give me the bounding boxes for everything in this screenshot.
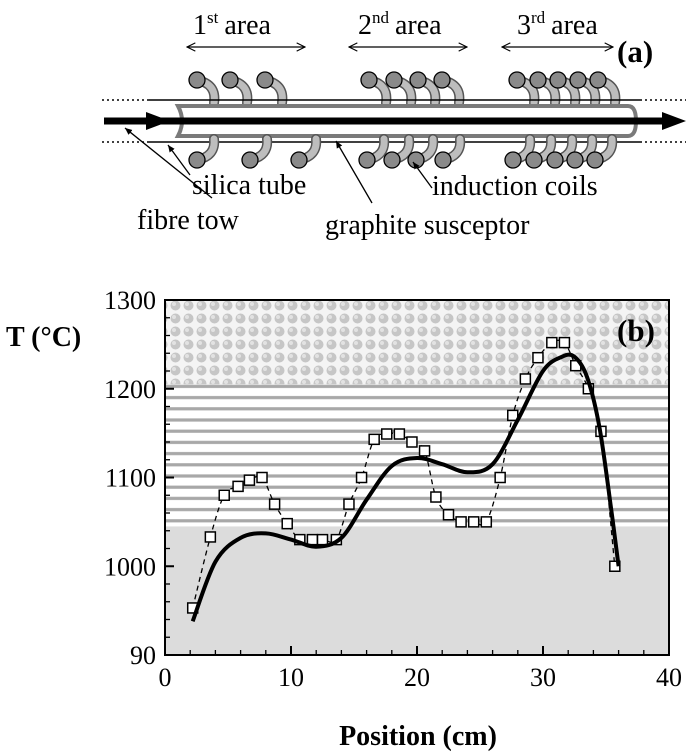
plot-frame xyxy=(164,299,670,656)
fibre-tow-label: fibre tow xyxy=(137,205,240,236)
data-point-square xyxy=(558,336,571,349)
y-tick-label: 1300 xyxy=(104,286,156,315)
data-point-square xyxy=(232,480,244,493)
coil-turn-bottom xyxy=(586,134,618,169)
induction-coils-pointer xyxy=(412,161,433,189)
silica-tube xyxy=(102,99,686,143)
data-point-square xyxy=(546,336,558,349)
solid-series-line xyxy=(190,352,621,623)
area-label-1: 1st area xyxy=(193,8,272,41)
coil-turn-bottom xyxy=(407,134,439,169)
induction-coils-label: induction coils xyxy=(432,171,598,202)
data-point-square xyxy=(467,516,480,528)
coil-turn-top xyxy=(360,71,392,108)
coil-turn-top xyxy=(188,71,220,108)
silica-tube-label: silica tube xyxy=(192,170,306,201)
data-point-square xyxy=(355,471,368,484)
fibre-tow-pointer xyxy=(124,127,213,199)
y-tick-label: 90 xyxy=(130,641,156,670)
band-grey xyxy=(165,526,669,655)
induction-coils-bottom xyxy=(188,134,618,169)
graphite-susceptor-pointer xyxy=(335,140,373,204)
area-label-2: 2nd area xyxy=(358,8,442,41)
data-point-square xyxy=(316,533,329,546)
data-point-square xyxy=(519,373,532,385)
data-point-square xyxy=(494,471,506,484)
coil-turn-bottom xyxy=(504,134,536,169)
coil-turn-bottom xyxy=(546,134,578,169)
y-tick-label: 1100 xyxy=(105,464,156,493)
data-point-square xyxy=(442,509,455,521)
graphite-susceptor-label: graphite susceptor xyxy=(325,210,530,241)
y-tick-label: 1000 xyxy=(104,552,156,581)
coil-turn-bottom xyxy=(188,134,220,169)
data-point-square xyxy=(430,491,442,503)
coil-turn-bottom xyxy=(241,134,273,169)
data-point-square xyxy=(368,433,380,446)
coil-turn-bottom xyxy=(290,134,322,169)
data-point-square xyxy=(480,516,493,528)
y-axis-label: T (°C) xyxy=(6,322,81,353)
panel-a-label: (a) xyxy=(617,34,653,69)
data-point-square xyxy=(306,533,319,546)
coil-turn-bottom xyxy=(434,134,466,169)
data-point-square xyxy=(455,516,467,528)
fibre-tow xyxy=(104,112,686,130)
band-dotted xyxy=(165,300,669,385)
panel-b: 90 1000 1100 1200 1300 0 10 20 30 40 (b) T (°C) P… xyxy=(6,286,682,752)
induction-coils-top xyxy=(188,71,621,108)
x-tick-label: 10 xyxy=(278,663,304,692)
silica-tube-pointer xyxy=(167,144,191,176)
panel-a: 1st area 2nd area 3rd area (a) xyxy=(102,8,686,241)
data-point-square xyxy=(218,489,230,501)
band-horizontal-lines xyxy=(165,384,669,527)
data-point-square xyxy=(381,428,393,440)
coil-turn-bottom xyxy=(566,134,598,169)
x-tick-label: 0 xyxy=(159,663,172,692)
data-point-square xyxy=(609,560,621,572)
data-point-square xyxy=(256,471,268,484)
x-axis-label: Position (cm) xyxy=(339,721,497,752)
temperature-bands xyxy=(165,300,669,655)
coil-turn-top xyxy=(256,71,288,108)
data-point-square xyxy=(406,436,418,448)
data-point-square xyxy=(204,531,217,543)
x-tick-label: 40 xyxy=(656,663,682,692)
data-point-square xyxy=(507,409,519,422)
panel-b-label: (b) xyxy=(617,313,655,348)
x-tick-label: 30 xyxy=(530,663,556,692)
data-point-square xyxy=(343,498,355,510)
data-point-square xyxy=(393,428,406,440)
data-point-square xyxy=(281,517,293,530)
coil-turn-bottom xyxy=(358,134,390,169)
data-point-square xyxy=(532,351,544,364)
y-tick-label: 1200 xyxy=(104,375,156,404)
coil-turn-top xyxy=(221,71,253,108)
data-point-square xyxy=(268,498,281,510)
coil-turn-bottom xyxy=(525,134,557,169)
tick-labels: 90 1000 1100 1200 1300 0 10 20 30 40 xyxy=(104,286,682,692)
series-model xyxy=(190,352,621,623)
area-label-3: 3rd area xyxy=(517,8,598,41)
coil-turn-bottom xyxy=(383,134,415,169)
data-point-square xyxy=(418,445,431,457)
data-point-square xyxy=(243,474,256,486)
x-tick-label: 20 xyxy=(404,663,430,692)
